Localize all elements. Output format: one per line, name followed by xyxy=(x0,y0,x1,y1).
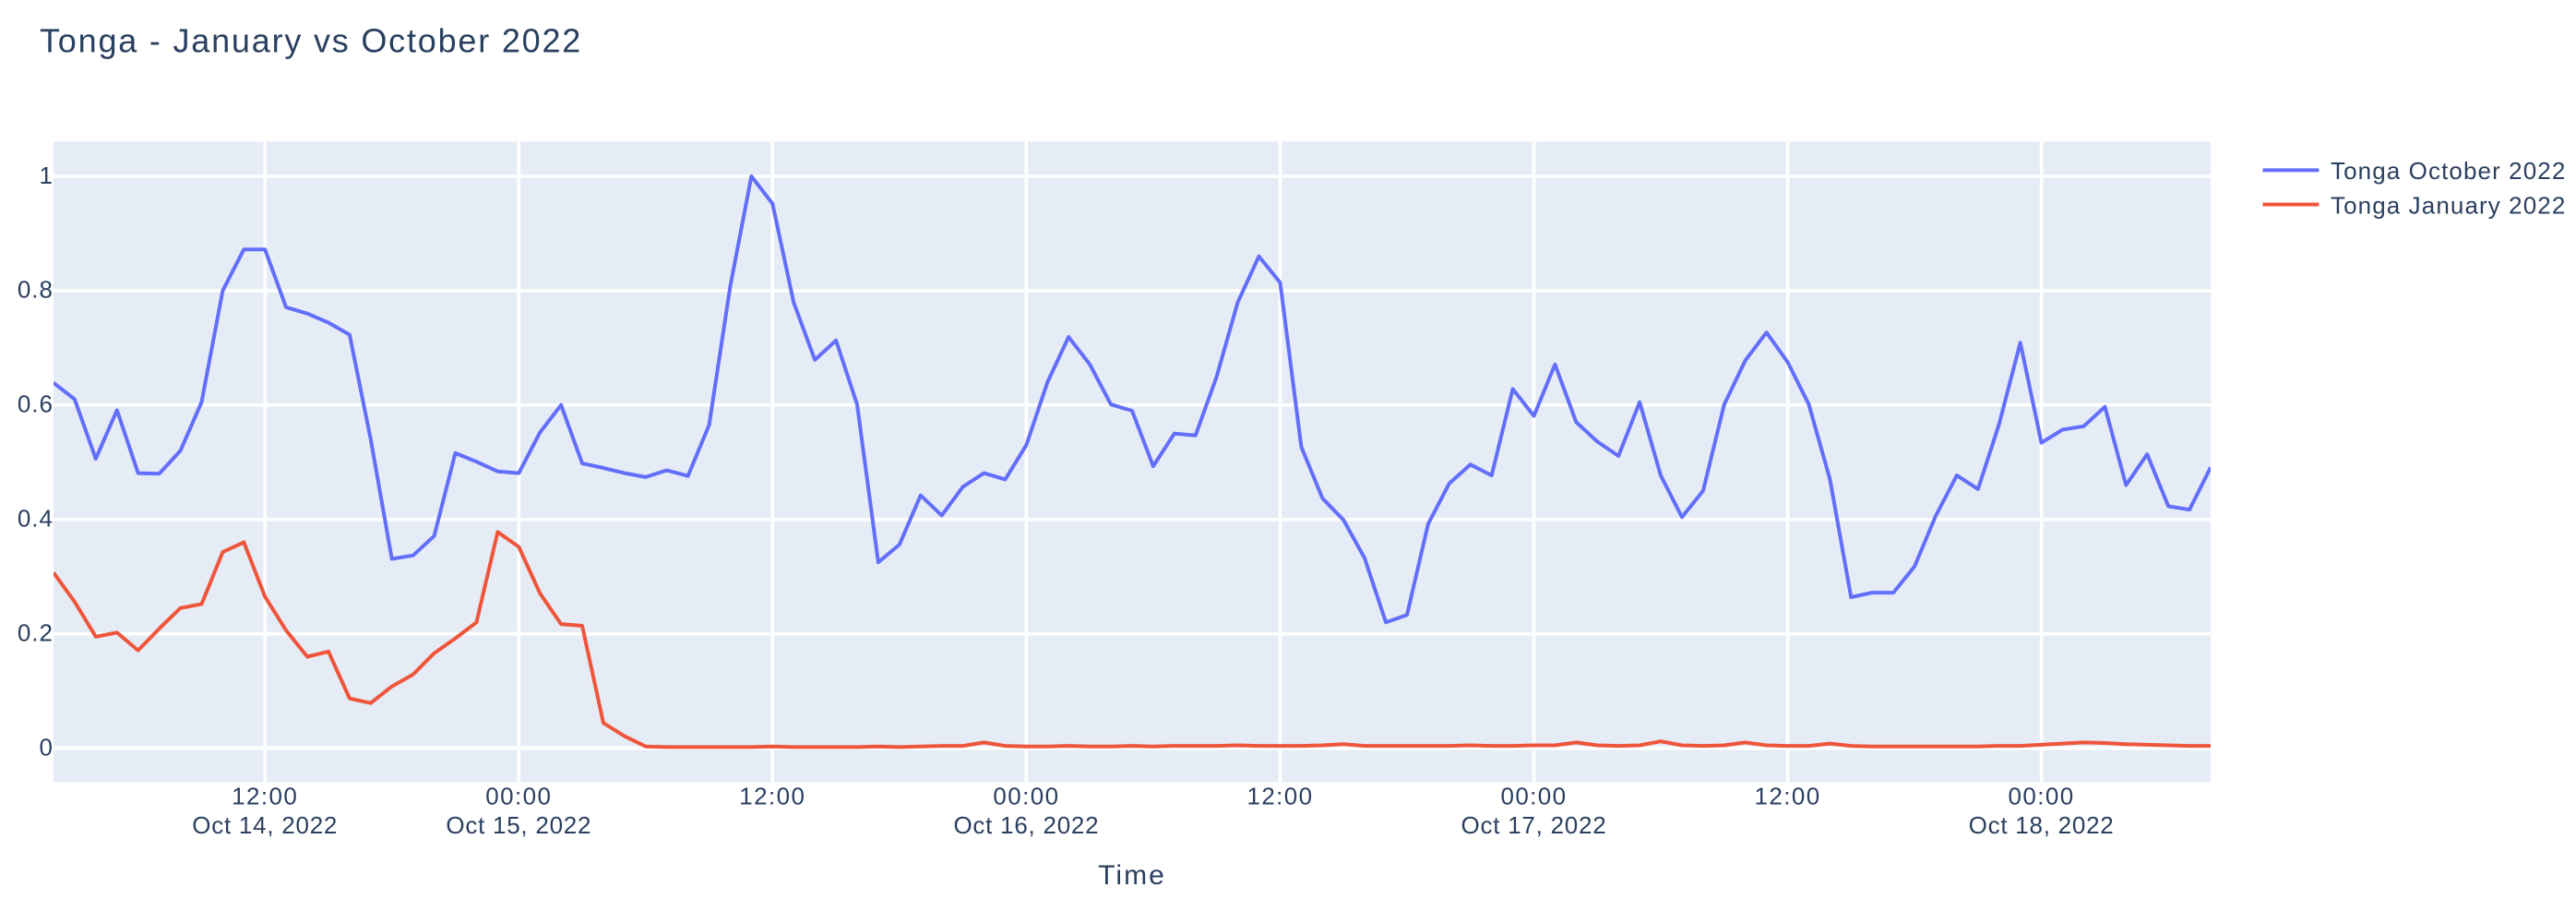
svg-text:0: 0 xyxy=(40,733,54,761)
svg-text:1: 1 xyxy=(40,162,54,189)
svg-text:0.2: 0.2 xyxy=(18,619,54,647)
svg-text:Oct 16, 2022: Oct 16, 2022 xyxy=(953,811,1099,839)
svg-text:0.6: 0.6 xyxy=(18,390,54,418)
svg-text:Time: Time xyxy=(1098,860,1166,891)
svg-text:Tonga - January vs October 202: Tonga - January vs October 2022 xyxy=(40,22,582,60)
svg-text:00:00: 00:00 xyxy=(485,783,552,810)
svg-text:12:00: 12:00 xyxy=(739,783,805,810)
svg-text:00:00: 00:00 xyxy=(2009,783,2075,810)
svg-text:Oct 14, 2022: Oct 14, 2022 xyxy=(192,811,338,839)
svg-text:Oct 17, 2022: Oct 17, 2022 xyxy=(1461,811,1607,839)
svg-text:12:00: 12:00 xyxy=(232,783,298,810)
svg-text:0.4: 0.4 xyxy=(18,505,54,533)
svg-text:Tonga January 2022: Tonga January 2022 xyxy=(2331,191,2566,219)
svg-text:Oct 18, 2022: Oct 18, 2022 xyxy=(1969,811,2115,839)
svg-text:12:00: 12:00 xyxy=(1246,783,1313,810)
svg-text:12:00: 12:00 xyxy=(1755,783,1821,810)
svg-text:Tonga October 2022: Tonga October 2022 xyxy=(2331,157,2566,185)
svg-text:Oct 15, 2022: Oct 15, 2022 xyxy=(446,811,591,839)
svg-text:0.8: 0.8 xyxy=(18,276,54,304)
svg-text:00:00: 00:00 xyxy=(1500,783,1567,810)
svg-text:00:00: 00:00 xyxy=(993,783,1059,810)
